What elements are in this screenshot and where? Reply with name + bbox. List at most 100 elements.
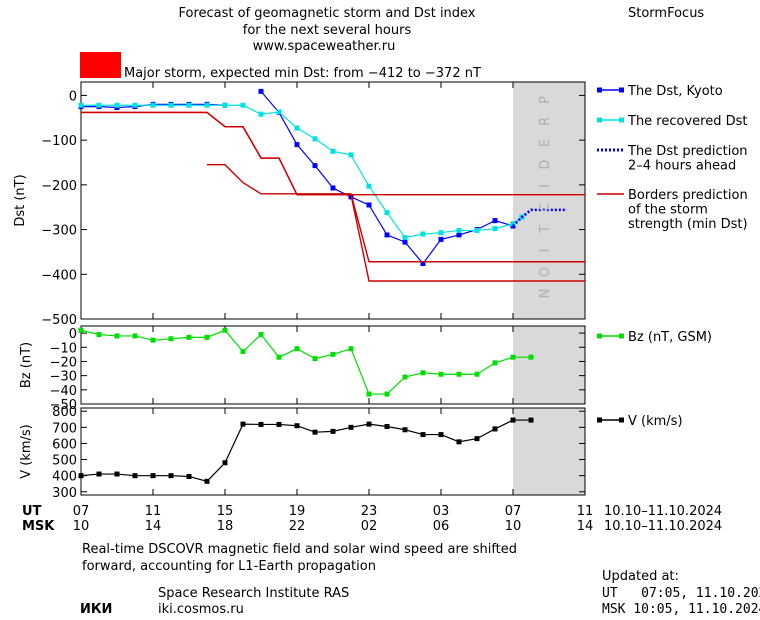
storm-alert-text: Major storm, expected min Dst: from −412… — [124, 66, 481, 81]
series-line — [80, 419, 531, 482]
data-point — [132, 473, 138, 479]
data-point — [420, 432, 426, 438]
data-point — [366, 202, 372, 208]
border-line — [81, 111, 585, 282]
msk-tick-label: 14 — [145, 519, 162, 534]
data-point — [258, 88, 264, 94]
y-tick-label: 300 — [52, 486, 77, 501]
data-point — [384, 232, 390, 238]
y-tick-label: −100 — [41, 134, 77, 149]
data-point — [492, 360, 498, 366]
data-point — [366, 183, 372, 189]
data-point — [312, 136, 318, 142]
y-tick-label: 500 — [52, 454, 77, 469]
data-point — [492, 426, 498, 432]
data-point — [438, 371, 444, 377]
msk-tick-label: 02 — [361, 519, 378, 534]
data-point — [384, 391, 390, 397]
msk-tick-label: 10 — [73, 519, 90, 534]
data-point — [276, 109, 282, 115]
data-point — [330, 351, 336, 357]
ut-tick-label: 23 — [361, 504, 378, 519]
data-point — [420, 231, 426, 237]
updated-label: Updated at: — [602, 569, 679, 584]
updated-msk: MSK 10:05, 11.10.2024 — [602, 602, 760, 617]
storm-alert-swatch — [80, 52, 121, 78]
legend-label: The recovered Dst — [627, 114, 747, 129]
plot-frame — [80, 325, 586, 405]
prediction-label-letter: E — [538, 139, 553, 147]
legend: The Dst, Kyoto The recovered Dst The Dst p… — [597, 84, 748, 429]
legend-marker — [597, 417, 602, 423]
y-tick-label: −500 — [41, 313, 77, 328]
data-point — [402, 235, 408, 241]
data-point — [222, 102, 228, 108]
data-point — [222, 327, 228, 333]
data-point — [132, 333, 138, 339]
data-point — [186, 102, 192, 108]
data-point — [456, 371, 462, 377]
data-point — [492, 226, 498, 232]
data-point — [330, 148, 336, 154]
data-point — [186, 334, 192, 340]
legend-marker — [619, 87, 624, 93]
y-tick-label: −400 — [41, 268, 77, 283]
legend-label: strength (min Dst) — [628, 217, 748, 232]
prediction-label-letter: I — [538, 249, 553, 253]
data-point — [240, 421, 246, 427]
prediction-label-letter: D — [538, 159, 553, 169]
ut-tick-label: 19 — [289, 504, 306, 519]
y-axis-label: Bz (nT) — [19, 342, 34, 388]
legend-label: The Dst, Kyoto — [627, 84, 723, 99]
data-point — [456, 439, 462, 445]
legend-marker — [619, 417, 624, 423]
ut-tick-label: 15 — [217, 504, 234, 519]
data-point — [474, 371, 480, 377]
site-url[interactable]: www.spaceweather.ru — [253, 39, 396, 54]
prediction-label-letter: I — [538, 184, 553, 188]
msk-tick-label: 14 — [577, 519, 594, 534]
plot-frame — [80, 407, 586, 496]
data-point — [276, 354, 282, 360]
updated-ut: UT 07:05, 11.10.2024 — [602, 586, 760, 601]
brand-name: StormFocus — [628, 6, 704, 21]
legend-label: Bz (nT, GSM) — [628, 330, 712, 345]
y-tick-label: −30 — [50, 370, 77, 385]
data-point — [132, 102, 138, 108]
y-tick-label: −200 — [41, 179, 77, 194]
y-tick-label: 700 — [52, 421, 77, 436]
data-point — [204, 334, 210, 340]
legend-dst-kyoto: The Dst, Kyoto — [597, 84, 723, 99]
prediction-label-letter: O — [538, 267, 553, 277]
data-point — [438, 432, 444, 438]
y-tick-label: −300 — [41, 224, 77, 239]
data-point — [150, 102, 156, 108]
legend-label: V (km/s) — [628, 414, 683, 429]
prediction-label-letter: C — [538, 203, 553, 212]
data-point — [240, 102, 246, 108]
legend-label: Borders prediction — [628, 188, 748, 203]
y-axis-label: V (km/s) — [19, 424, 34, 479]
data-point — [366, 391, 372, 397]
data-point — [276, 421, 282, 427]
data-point — [168, 336, 174, 342]
ut-tick-label: 11 — [145, 504, 162, 519]
data-point — [528, 417, 534, 423]
msk-tick-label: 10 — [505, 519, 522, 534]
chart-title-line1: Forecast of geomagnetic storm and Dst in… — [178, 6, 475, 21]
prediction-label-letter: R — [538, 117, 553, 126]
legend-label: of the storm — [628, 203, 708, 218]
data-point — [312, 429, 318, 435]
msk-axis-label: MSK — [22, 519, 55, 534]
dst-panel: 0 −100 −200 −300 −400 −500 Dst (nT) P R E D I C T I O N — [13, 81, 586, 328]
series-line — [512, 208, 567, 227]
institute-url[interactable]: iki.cosmos.ru — [158, 602, 244, 617]
footer-note-line2: forward, accounting for L1-Earth propaga… — [82, 559, 376, 574]
data-point — [348, 152, 354, 158]
data-point — [114, 471, 120, 477]
data-point — [456, 232, 462, 238]
border-line — [207, 164, 585, 263]
